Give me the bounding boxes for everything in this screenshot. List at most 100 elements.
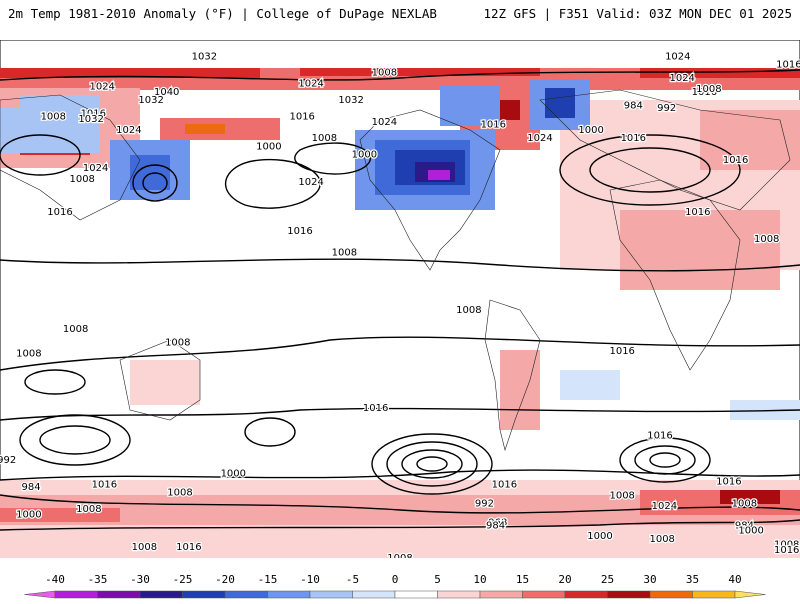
colorbar-tick: -25 [173, 573, 193, 586]
colorbar-swatch [479, 590, 523, 599]
colorbar-tick: 5 [434, 573, 441, 586]
colorbar-tick: -30 [130, 573, 150, 586]
isobar-label: 1024 [652, 501, 677, 512]
isobar-label: 968 [488, 518, 507, 529]
isobar-label: 1024 [665, 51, 690, 62]
isobar-label: 1032 [338, 95, 363, 106]
colorbar-swatch [182, 590, 226, 599]
colorbar-swatch [394, 590, 438, 599]
isobar-label: 1008 [696, 84, 721, 95]
isobar-label: 1016 [363, 403, 388, 414]
colorbar-swatch [692, 590, 736, 599]
isobar-label: 1024 [669, 73, 694, 84]
isobar-label: 1008 [456, 305, 481, 316]
isobar-label: 984 [22, 482, 41, 493]
isobar-label: 1032 [78, 114, 103, 125]
map-title: 2m Temp 1981-2010 Anomaly (°F) | College… [8, 6, 437, 21]
isobar-label: 1016 [492, 479, 517, 490]
coastlines [0, 89, 791, 452]
colorbar-swatch [224, 590, 268, 599]
isobar-label: 1008 [609, 490, 634, 501]
cold-anomalies [0, 80, 800, 420]
isobar-contours [0, 69, 800, 531]
isobar-label: 1000 [221, 469, 246, 480]
isobar-label: 1016 [621, 133, 646, 144]
isobar-label: 1008 [132, 542, 157, 553]
colorbar-swatch [352, 590, 396, 599]
isobar-label: 1008 [332, 248, 357, 259]
isobar-label: 1016 [81, 109, 106, 120]
colorbar-swatches [24, 590, 766, 599]
colorbar-swatch [734, 590, 766, 599]
colorbar-tick: -15 [258, 573, 278, 586]
colorbar-tick: 0 [392, 573, 399, 586]
isobar-label: 1016 [47, 207, 72, 218]
isobar-label: 1000 [16, 509, 41, 520]
isobar-label: 1024 [372, 117, 397, 128]
isobar-label: 1008 [372, 68, 397, 79]
isobar-label: 1016 [289, 111, 314, 122]
isobar-label: 1024 [83, 163, 108, 174]
isobar-label: 984 [735, 520, 754, 531]
isobar-label: 1024 [298, 177, 323, 188]
colorbar-tick: 10 [473, 573, 486, 586]
isobar-label: 1008 [167, 488, 192, 499]
isobar-label: 1016 [774, 545, 799, 556]
isobar-label: 992 [657, 103, 676, 114]
colorbar-tick: 25 [601, 573, 614, 586]
colorbar-tick-labels: -40 -35 -30 -25 -20 -15 -10 -5 0 5 10 15 20 25 30 35 40 [45, 573, 742, 586]
isobar-label: 984 [486, 520, 505, 531]
isobar-label: 1024 [298, 79, 323, 90]
isobar-label: 1024 [116, 125, 141, 136]
isobar-label: 1024 [527, 133, 552, 144]
colorbar-swatch [309, 590, 353, 599]
isobar-label: 1000 [738, 526, 763, 537]
isobar-label: 1032 [192, 51, 217, 62]
colorbar-swatch [564, 590, 608, 599]
isobar-label: 1016 [92, 479, 117, 490]
isobar-label: 1016 [481, 120, 506, 131]
isobar-label: 1008 [774, 539, 799, 550]
colorbar-swatch [97, 590, 141, 599]
colorbar-tick: 30 [643, 573, 656, 586]
colorbar-swatch [267, 590, 311, 599]
colorbar-swatch [607, 590, 651, 599]
isobar-label: 1008 [387, 553, 412, 558]
colorbar-swatch [139, 590, 183, 599]
isobar-label: 1008 [312, 133, 337, 144]
isobar-label: 1008 [649, 534, 674, 545]
colorbar-swatch [54, 590, 98, 599]
isobar-label: 1000 [256, 141, 281, 152]
colorbar-swatch [649, 590, 693, 599]
colorbar-tick: 35 [686, 573, 699, 586]
isobar-label: 1016 [685, 207, 710, 218]
isobar-label: 1008 [754, 234, 779, 245]
isobar-label: 984 [624, 100, 643, 111]
isobar-label: 992 [475, 499, 494, 510]
colorbar: -40 -35 -30 -25 -20 -15 -10 -5 0 5 10 15 20 25 30 35 40 [0, 565, 800, 600]
colorbar-tick: -40 [45, 573, 65, 586]
colorbar-tick: 15 [516, 573, 529, 586]
isobar-label: 1000 [578, 125, 603, 136]
colorbar-tick: 20 [558, 573, 571, 586]
isobar-label: 1008 [16, 349, 41, 360]
isobar-label: 1016 [176, 542, 201, 553]
colorbar-tick: -5 [346, 573, 359, 586]
isobar-label: 1016 [716, 477, 741, 488]
isobar-label: 1016 [692, 87, 717, 98]
colorbar-tick: -20 [215, 573, 235, 586]
isobar-label: 1040 [154, 87, 179, 98]
isobar-label: 1024 [89, 81, 114, 92]
isobar-label: 1016 [647, 430, 672, 441]
isobar-label: 1016 [723, 155, 748, 166]
isobar-label: 1008 [63, 324, 88, 335]
colorbar-tick: 40 [728, 573, 741, 586]
isobar-label: 1016 [776, 60, 800, 71]
isobar-label: 1032 [138, 95, 163, 106]
isobar-label: 1008 [76, 504, 101, 515]
isobar-label: 1016 [287, 226, 312, 237]
isobar-label: 1008 [69, 174, 94, 185]
temperature-anomaly-map[interactable]: 1032 1024 1016 1008 1024 1016 1008 1040 1024 1024… [0, 40, 800, 558]
isobar-label: 1000 [587, 531, 612, 542]
